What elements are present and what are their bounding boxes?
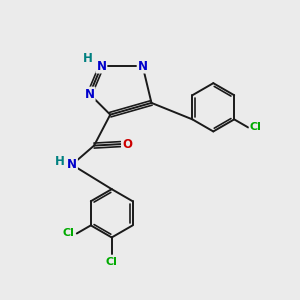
Text: N: N [85, 88, 94, 100]
Text: N: N [96, 60, 106, 73]
Text: O: O [122, 138, 132, 151]
Text: N: N [67, 158, 77, 171]
Text: N: N [138, 60, 148, 73]
Text: H: H [83, 52, 93, 65]
Text: H: H [55, 155, 64, 168]
Text: Cl: Cl [106, 257, 118, 267]
Text: Cl: Cl [63, 229, 74, 238]
Text: Cl: Cl [250, 122, 262, 133]
